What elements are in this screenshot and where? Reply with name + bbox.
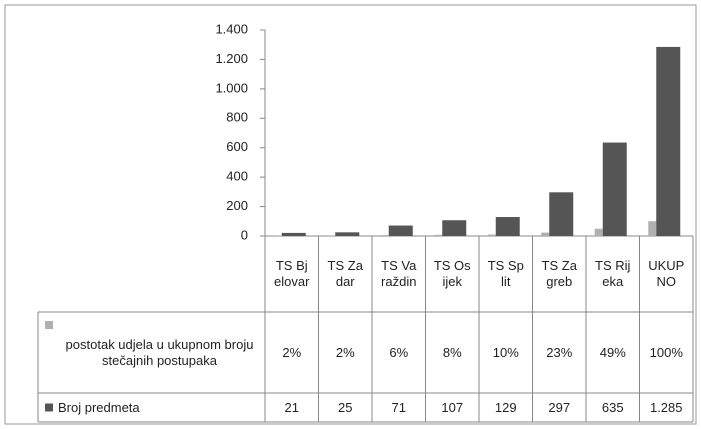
data-label: 635 [601,399,624,415]
y-tick-label: 1.400 [215,21,248,36]
data-label: 297 [548,399,571,415]
outer-border [4,4,697,425]
data-label: 21 [284,399,299,415]
bar [380,235,389,236]
category-label: TS Split [487,258,524,289]
bar [487,234,496,236]
category-label: UKUPNO [648,258,685,289]
data-label: 1.285 [649,399,683,415]
data-label: 49% [599,344,626,360]
bar [495,217,520,236]
data-label: 2% [335,344,355,360]
legend-label: postotak udjela u ukupnom broju stečajni… [65,336,254,368]
legend-swatch [45,321,53,329]
category-label: TS Bjelovar [274,258,310,289]
category-label: TS Osijek [433,258,471,289]
bar [549,192,574,236]
y-tick-label: 400 [226,169,248,184]
y-tick-label: 200 [226,198,248,213]
bar [656,46,681,236]
category-label: TS Zadar [327,258,363,289]
bar [434,234,443,236]
legend-label: Broj predmeta [58,399,140,415]
data-label: 25 [338,399,353,415]
y-tick-label: 800 [226,110,248,125]
y-tick-label: 1.000 [215,80,248,95]
bar [281,232,306,236]
y-tick-label: 1.200 [215,51,248,66]
bar [442,220,467,236]
bar [648,221,657,236]
data-label: 8% [442,344,462,360]
data-label: 71 [391,399,406,415]
legend-swatch [45,403,53,412]
bar [541,232,550,236]
data-label: 2% [282,344,302,360]
bar [335,232,360,236]
data-label: 10% [492,344,519,360]
category-label: TS Varaždin [381,258,417,289]
y-tick-label: 0 [241,227,248,242]
bar [594,228,603,236]
y-tick-label: 600 [226,139,248,154]
bar [388,225,413,236]
data-label: 6% [389,344,409,360]
data-label: 100% [649,344,683,360]
category-label: TS Rijeka [595,258,631,289]
category-label: TS Zagreb [541,258,577,289]
data-label: 107 [441,399,464,415]
data-label: 129 [494,399,517,415]
data-label: 23% [546,344,573,360]
bar [602,142,627,236]
